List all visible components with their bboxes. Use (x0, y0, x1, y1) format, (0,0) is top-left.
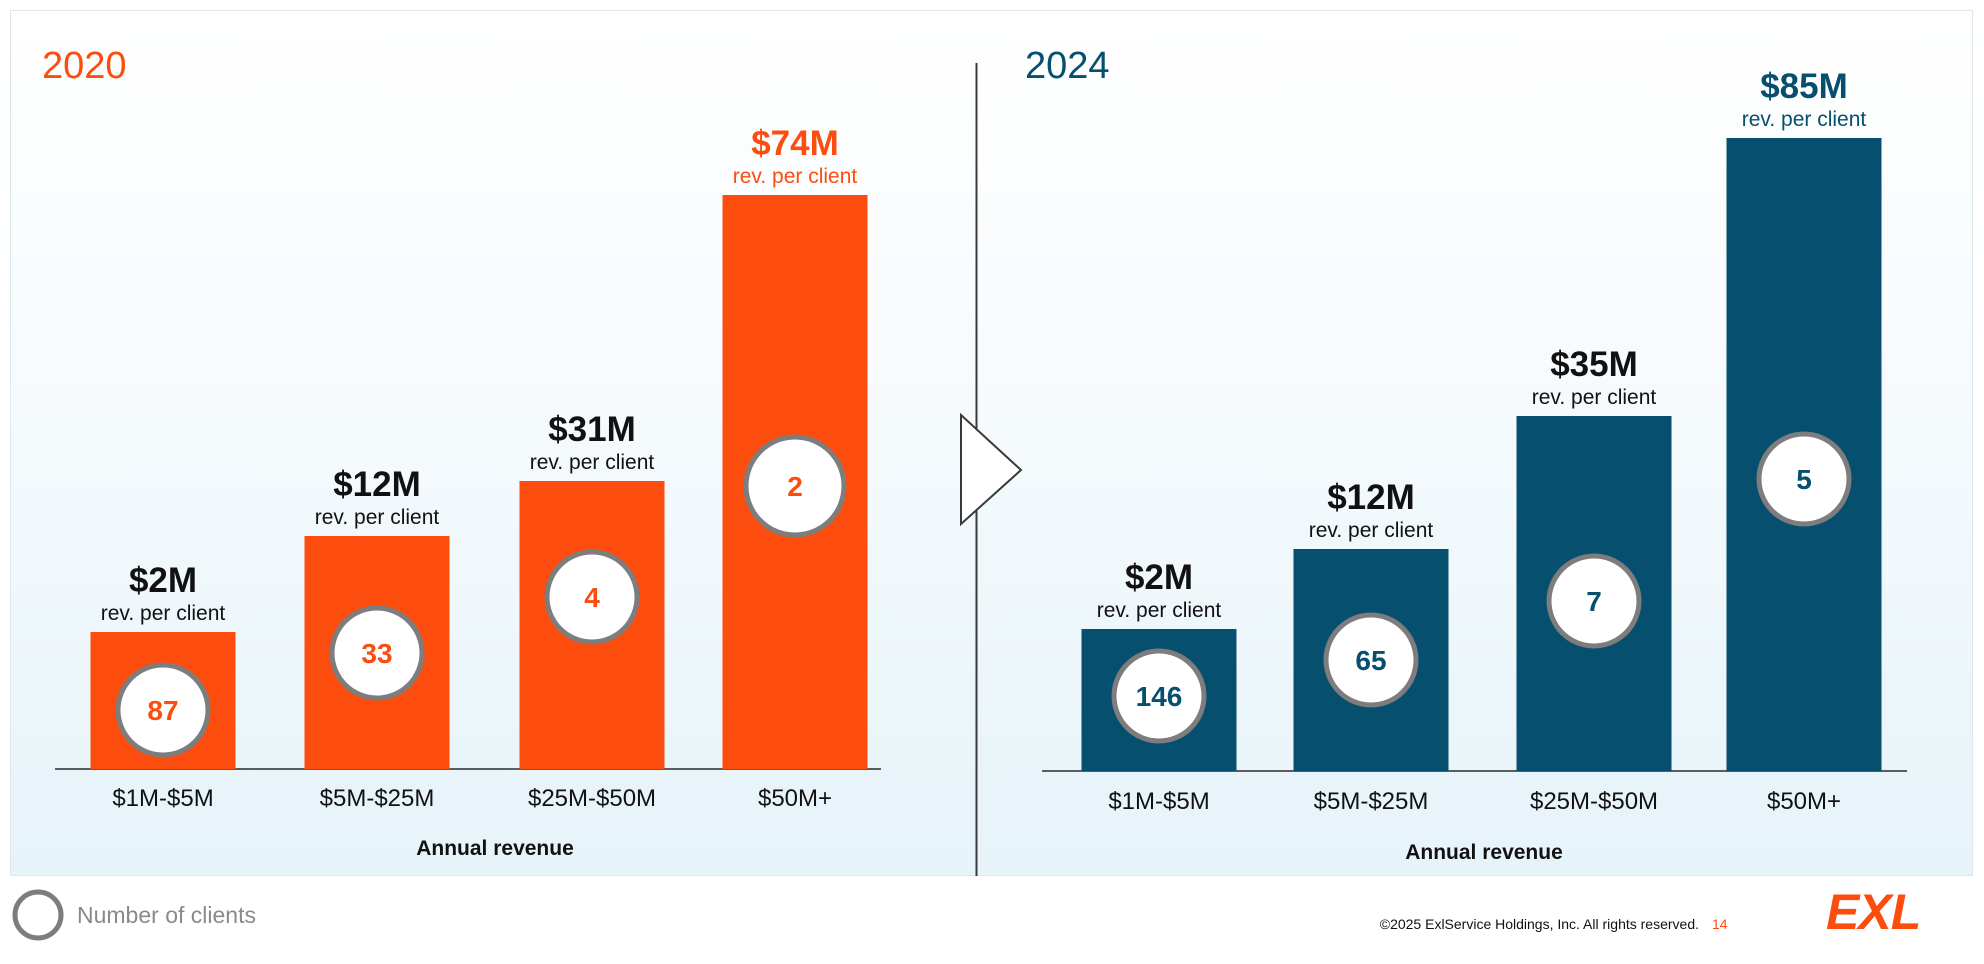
exl-logo: EXL (1826, 884, 1920, 940)
value-sublabel: rev. per client (101, 602, 226, 625)
legend-circle-icon (12, 889, 64, 941)
x-tick-label: $1M-$5M (112, 785, 213, 812)
page-number: 14 (1712, 916, 1728, 932)
client-count: 7 (1586, 586, 1602, 617)
client-count-circle (115, 662, 211, 758)
chart-title-2020: 2020 (42, 45, 127, 87)
value-sublabel: rev. per client (1309, 519, 1434, 542)
client-count: 33 (361, 638, 392, 669)
x-axis-title-2020: Annual revenue (416, 837, 574, 860)
value-sublabel: rev. per client (733, 165, 858, 188)
client-count: 4 (584, 582, 600, 613)
value-label: $12M (333, 465, 421, 504)
x-tick-label: $5M-$25M (1314, 788, 1429, 815)
value-label: $31M (548, 410, 636, 449)
x-tick-label: $25M-$50M (1530, 788, 1658, 815)
value-label: $12M (1327, 478, 1415, 517)
value-sublabel: rev. per client (315, 506, 440, 529)
client-count: 5 (1796, 464, 1812, 495)
value-sublabel: rev. per client (1742, 108, 1867, 131)
x-tick-label: $1M-$5M (1108, 788, 1209, 815)
x-tick-label: $25M-$50M (528, 785, 656, 812)
value-label: $2M (1125, 558, 1193, 597)
value-sublabel: rev. per client (1097, 599, 1222, 622)
client-count-circle (1546, 553, 1642, 649)
client-count-circle (329, 605, 425, 701)
client-count: 65 (1355, 645, 1386, 676)
x-tick-label: $50M+ (758, 785, 832, 812)
value-label: $74M (751, 124, 839, 163)
copyright: ©2025 ExlService Holdings, Inc. All righ… (1380, 916, 1699, 932)
client-count-circle (1111, 648, 1207, 744)
client-count: 2 (787, 471, 803, 502)
x-axis-title-2024: Annual revenue (1405, 841, 1563, 864)
value-label: $85M (1760, 67, 1848, 106)
chart-title-2024: 2024 (1025, 45, 1110, 87)
client-count-circle (1323, 612, 1419, 708)
client-count: 146 (1136, 681, 1183, 712)
client-count: 87 (147, 695, 178, 726)
x-tick-label: $50M+ (1767, 788, 1841, 815)
value-label: $35M (1550, 345, 1638, 384)
value-sublabel: rev. per client (1532, 386, 1657, 409)
value-sublabel: rev. per client (530, 451, 655, 474)
legend-label: Number of clients (77, 902, 256, 928)
client-count-circle (544, 549, 640, 645)
value-label: $2M (129, 561, 197, 600)
client-count-circle (1756, 431, 1852, 527)
client-count-circle (743, 434, 847, 538)
x-tick-label: $5M-$25M (320, 785, 435, 812)
transition-arrow-icon (960, 412, 1023, 527)
